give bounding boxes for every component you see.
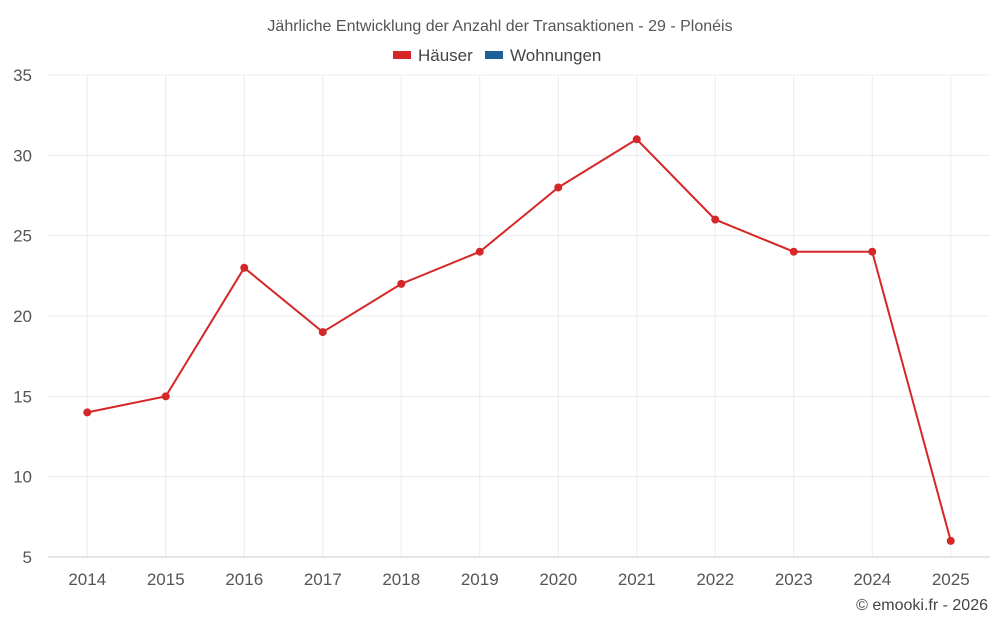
data-point-2021[interactable] xyxy=(632,135,641,144)
series-line-0 xyxy=(87,137,952,542)
series-haeuser xyxy=(83,135,955,545)
legend-swatch-haeuser xyxy=(393,51,411,59)
data-point-2020[interactable] xyxy=(554,183,563,192)
data-point-2018[interactable] xyxy=(397,279,406,288)
y-tick-label: 25 xyxy=(13,227,32,246)
data-point-2023[interactable] xyxy=(789,247,798,256)
legend-swatch-wohnungen xyxy=(485,51,503,59)
credit-text: © emooki.fr - 2026 xyxy=(856,597,988,614)
y-tick-label: 30 xyxy=(13,146,32,165)
y-tick-label: 5 xyxy=(23,548,32,567)
data-point-2017[interactable] xyxy=(318,328,327,337)
y-tick-label: 35 xyxy=(13,66,32,85)
x-axis-ticks: 2014 2015 2016 2017 2018 2019 2020 2021 2022 2023… xyxy=(68,570,969,589)
legend-item-wohnungen[interactable]: Wohnungen xyxy=(485,46,601,65)
data-point-2022[interactable] xyxy=(711,215,720,224)
data-point-2014[interactable] xyxy=(83,408,92,417)
legend: Häuser Wohnungen xyxy=(393,46,601,65)
x-tick-label: 2024 xyxy=(853,570,891,589)
x-tick-label: 2014 xyxy=(68,570,106,589)
x-tick-label: 2023 xyxy=(775,570,813,589)
x-tick-label: 2018 xyxy=(382,570,420,589)
x-tick-label: 2025 xyxy=(932,570,970,589)
x-tick-label: 2016 xyxy=(225,570,263,589)
y-tick-label: 10 xyxy=(13,468,32,487)
legend-label-wohnungen: Wohnungen xyxy=(510,46,601,65)
y-tick-label: 20 xyxy=(13,307,32,326)
legend-label-haeuser: Häuser xyxy=(418,46,473,65)
x-tick-label: 2017 xyxy=(304,570,342,589)
y-tick-label: 15 xyxy=(13,387,32,406)
data-point-2015[interactable] xyxy=(161,392,170,401)
data-point-2016[interactable] xyxy=(240,263,249,272)
x-tick-label: 2020 xyxy=(539,570,577,589)
data-point-2025[interactable] xyxy=(946,536,955,545)
grid xyxy=(48,74,990,558)
x-tick-label: 2015 xyxy=(147,570,185,589)
chart-title: Jährliche Entwicklung der Anzahl der Tra… xyxy=(267,18,732,35)
x-tick-label: 2021 xyxy=(618,570,656,589)
x-tick-label: 2022 xyxy=(696,570,734,589)
y-axis-ticks: 5 10 15 20 25 30 35 xyxy=(13,66,32,567)
data-point-2024[interactable] xyxy=(868,247,877,256)
data-point-2019[interactable] xyxy=(475,247,484,256)
x-tick-label: 2019 xyxy=(461,570,499,589)
legend-item-haeuser[interactable]: Häuser xyxy=(393,46,473,65)
